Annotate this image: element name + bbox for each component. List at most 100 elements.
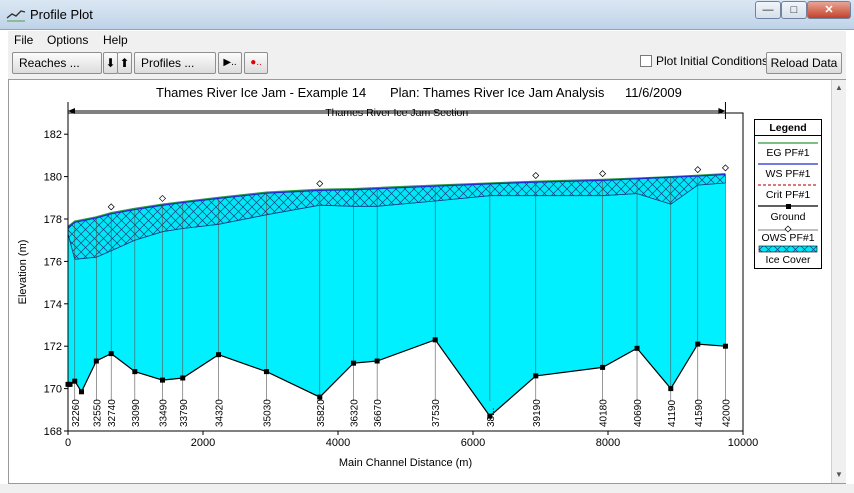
- record-animation-button[interactable]: ●..: [244, 52, 268, 74]
- ows-point-0: [107, 203, 115, 211]
- menu-options[interactable]: Options: [47, 33, 89, 47]
- menu-help[interactable]: Help: [103, 33, 128, 47]
- window-bottom-border: [0, 484, 854, 493]
- xs-label-6: 34320: [215, 399, 226, 427]
- ground-point-12: [351, 360, 357, 366]
- chart-text: 168 170 172 174 176 178 180 182 0 2000 4000 6000 800…: [17, 85, 758, 469]
- series-lines: [67, 172, 726, 418]
- legend-ows-label: OWS PF#1: [761, 232, 815, 244]
- xs-label-3: 33090: [131, 399, 142, 427]
- water-area: [68, 183, 726, 417]
- xs-label-15: 40690: [633, 399, 644, 427]
- menu-bar: File Options Help: [8, 31, 846, 49]
- ground-point-1: [67, 381, 73, 387]
- ground-point-19: [668, 386, 674, 392]
- xs-label-18: 42000: [721, 399, 732, 427]
- xs-label-1: 32550: [92, 399, 103, 427]
- ows-point-3: [532, 172, 540, 180]
- legend-box: Legend EG PF#1 WS PF#1 Crit PF#1 Ground …: [754, 119, 822, 269]
- ground-point-13: [374, 358, 380, 364]
- scroll-up-icon[interactable]: ▲: [835, 83, 843, 92]
- xs-label-10: 36670: [373, 399, 384, 427]
- maximize-button[interactable]: □: [781, 1, 807, 19]
- plot-border: [67, 112, 744, 432]
- ground-point-10: [263, 369, 269, 375]
- eg-line: [67, 172, 726, 227]
- x-tick-label-1: 2000: [191, 437, 215, 449]
- ows-point-1: [159, 194, 166, 202]
- up-arrow-button[interactable]: ⬆: [117, 52, 132, 74]
- x-tick-label-0: 0: [65, 437, 71, 449]
- ground-point-7: [160, 377, 165, 383]
- minimize-button[interactable]: —: [755, 1, 781, 19]
- x-axis-label: Main Channel Distance (m): [339, 457, 472, 469]
- ground-point-21: [722, 343, 728, 349]
- legend-ground-swatch: [758, 204, 818, 209]
- legend-crit-swatch: [758, 184, 818, 186]
- x-tick-label-5: 10000: [728, 437, 759, 449]
- ground-point-18: [634, 345, 640, 351]
- chart-title-part-1: Plan: Thames River Ice Jam Analysis: [390, 85, 605, 100]
- ground-point-2: [72, 378, 78, 384]
- xs-label-4: 33490: [159, 399, 170, 427]
- legend-eg-label: EG PF#1: [766, 147, 810, 159]
- section-arrow-right-icon: [718, 108, 726, 114]
- y-tick-label-7: 182: [44, 129, 62, 141]
- y-tick-label-1: 170: [44, 384, 62, 396]
- y-tick-label-4: 176: [44, 256, 62, 268]
- toolbar: Reaches ... ⬇ ⬆ Profiles ... ▶.. ●.. Plo…: [8, 49, 846, 79]
- xs-label-8: 35820: [316, 399, 327, 427]
- ground-point-20: [695, 341, 701, 347]
- y-tick-label-2: 172: [44, 341, 62, 353]
- plot-initial-conditions-label: Plot Initial Conditions: [656, 54, 769, 68]
- ground-line: [68, 339, 726, 418]
- reaches-button[interactable]: Reaches ...: [12, 52, 102, 74]
- close-button[interactable]: ✕: [807, 1, 851, 19]
- legend-ice-label: Ice Cover: [765, 254, 811, 266]
- reload-data-button[interactable]: Reload Data: [766, 52, 842, 74]
- xs-label-13: 39190: [532, 399, 543, 427]
- y-tick-label-3: 174: [44, 299, 62, 311]
- vertical-scrollbar[interactable]: ▲ ▼: [831, 80, 846, 483]
- y-tick-label-0: 168: [44, 426, 62, 438]
- xs-label-2: 32740: [107, 399, 118, 427]
- x-tick-label-3: 6000: [461, 437, 485, 449]
- section-arrow-left-icon: [68, 108, 75, 114]
- scroll-down-icon[interactable]: ▼: [835, 470, 843, 479]
- ows-point-2: [316, 180, 324, 188]
- ground-point-15: [487, 413, 493, 419]
- profiles-button[interactable]: Profiles ...: [134, 52, 216, 74]
- chart-title-part-2: 11/6/2009: [625, 85, 682, 100]
- chart-title-part-0: Thames River Ice Jam - Example 14: [156, 85, 366, 100]
- ground-point-4: [93, 358, 99, 364]
- ground-point-6: [132, 369, 138, 375]
- ws-line: [67, 173, 726, 229]
- section-label: Thames River Ice Jam Section: [325, 107, 468, 119]
- plot-initial-conditions-checkbox[interactable]: [640, 55, 652, 67]
- legend-ice-swatch: [758, 245, 818, 253]
- ows-point-4: [599, 170, 607, 178]
- ows-point-6: [721, 164, 729, 172]
- window-title: Profile Plot: [30, 7, 93, 22]
- xs-label-5: 33790: [179, 399, 190, 427]
- ground-point-11: [317, 394, 323, 400]
- xs-label-7: 35030: [262, 399, 273, 427]
- xs-label-0: 32260: [71, 399, 82, 427]
- legend-ows-swatch: [758, 225, 818, 233]
- xs-label-17: 41590: [694, 399, 705, 427]
- y-tick-label-6: 180: [44, 172, 62, 184]
- ground-point-14: [432, 337, 438, 343]
- legend-crit-label: Crit PF#1: [765, 189, 811, 201]
- y-tick-label-5: 178: [44, 214, 62, 226]
- ground-point-16: [533, 373, 539, 379]
- ground-point-8: [180, 375, 186, 381]
- y-axis-label: Elevation (m): [17, 240, 29, 305]
- water-fill: [68, 183, 726, 417]
- play-animation-button[interactable]: ▶..: [218, 52, 242, 74]
- app-icon: [6, 10, 26, 22]
- xs-label-11: 37530: [431, 399, 442, 427]
- menu-file[interactable]: File: [14, 33, 34, 47]
- legend-title: Legend: [755, 122, 821, 136]
- x-tick-label-4: 8000: [596, 437, 620, 449]
